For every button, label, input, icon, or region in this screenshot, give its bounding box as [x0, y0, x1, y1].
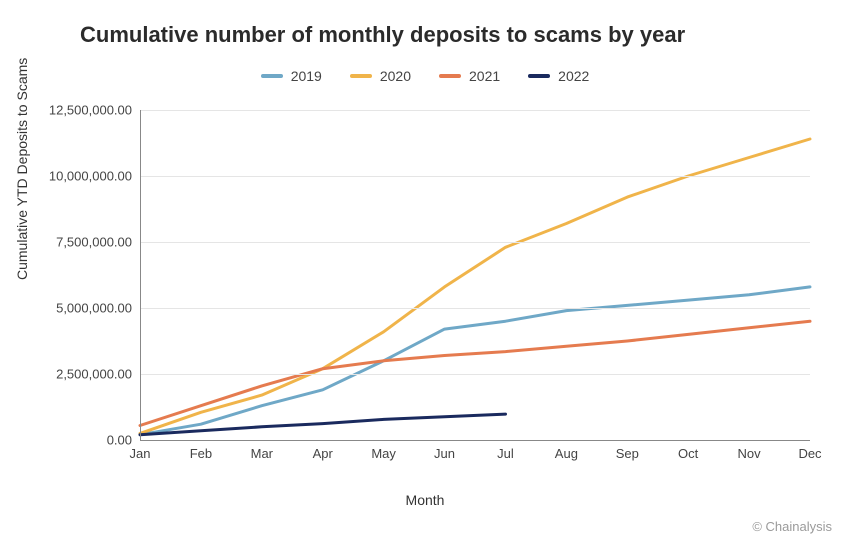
- x-axis-label: Month: [0, 492, 850, 508]
- y-tick-label: 5,000,000.00: [56, 301, 132, 316]
- chart-legend: 2019 2020 2021 2022: [0, 68, 850, 84]
- series-2019: [140, 287, 810, 435]
- x-tick-label: May: [371, 446, 396, 461]
- y-tick-label: 2,500,000.00: [56, 367, 132, 382]
- legend-swatch-icon: [261, 74, 283, 78]
- x-axis-line: [140, 440, 810, 441]
- x-tick-label: Mar: [251, 446, 273, 461]
- gridline: [140, 176, 810, 177]
- gridline: [140, 110, 810, 111]
- legend-swatch-icon: [350, 74, 372, 78]
- x-tick-label: Jul: [497, 446, 514, 461]
- legend-label: 2022: [558, 68, 589, 84]
- y-tick-label: 0.00: [107, 433, 132, 448]
- plot-area: 0.002,500,000.005,000,000.007,500,000.00…: [140, 110, 810, 440]
- x-tick-label: Jan: [130, 446, 151, 461]
- legend-label: 2020: [380, 68, 411, 84]
- x-tick-label: Aug: [555, 446, 578, 461]
- attribution-text: © Chainalysis: [752, 519, 832, 534]
- legend-item-2020: 2020: [350, 68, 411, 84]
- chart-container: Cumulative number of monthly deposits to…: [0, 0, 850, 544]
- legend-item-2019: 2019: [261, 68, 322, 84]
- x-tick-label: Sep: [616, 446, 639, 461]
- series-2020: [140, 139, 810, 433]
- x-tick-label: Jun: [434, 446, 455, 461]
- gridline: [140, 308, 810, 309]
- x-tick-label: Dec: [798, 446, 821, 461]
- chart-title: Cumulative number of monthly deposits to…: [80, 22, 685, 48]
- chart-svg: [140, 110, 810, 440]
- legend-swatch-icon: [439, 74, 461, 78]
- x-tick-label: Feb: [190, 446, 212, 461]
- x-tick-label: Oct: [678, 446, 698, 461]
- legend-swatch-icon: [528, 74, 550, 78]
- gridline: [140, 374, 810, 375]
- x-tick-label: Nov: [738, 446, 761, 461]
- legend-label: 2019: [291, 68, 322, 84]
- legend-item-2022: 2022: [528, 68, 589, 84]
- legend-label: 2021: [469, 68, 500, 84]
- y-axis-line: [140, 110, 141, 440]
- x-tick-label: Apr: [313, 446, 333, 461]
- y-tick-label: 10,000,000.00: [49, 169, 132, 184]
- y-tick-label: 12,500,000.00: [49, 103, 132, 118]
- y-axis-label: Cumulative YTD Deposits to Scams: [14, 58, 30, 280]
- legend-item-2021: 2021: [439, 68, 500, 84]
- y-tick-label: 7,500,000.00: [56, 235, 132, 250]
- gridline: [140, 242, 810, 243]
